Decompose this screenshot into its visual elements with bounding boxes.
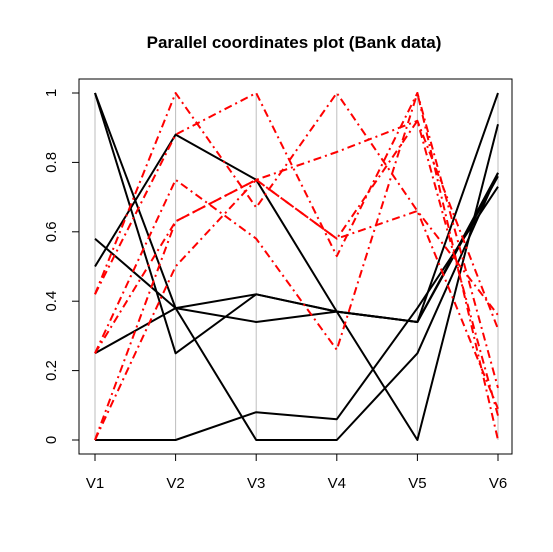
x-tick-label-v6: V6	[489, 475, 507, 492]
series-line-6	[94, 92, 499, 355]
x-axis: V1 V2 V3 V4 V5 V6	[86, 453, 507, 492]
series-line-2	[94, 123, 499, 441]
grid-lines	[94, 93, 499, 440]
y-tick-label: 0.6	[43, 221, 60, 242]
x-tick-label-v4: V4	[328, 475, 346, 492]
series-lines	[94, 92, 499, 441]
x-tick-label-v5: V5	[408, 475, 426, 492]
series-line-5	[95, 186, 499, 441]
series-line-1	[94, 92, 499, 323]
series-line-11	[94, 92, 499, 389]
chart-title: Parallel coordinates plot (Bank data)	[147, 33, 442, 52]
y-tick-label: 0	[43, 436, 60, 444]
x-tick-label-v3: V3	[247, 475, 265, 492]
series-line-7	[94, 92, 499, 410]
series-line-9	[94, 178, 499, 441]
series-line-10	[94, 119, 499, 354]
x-tick-label-v1: V1	[86, 475, 104, 492]
y-tick-label: 0.4	[43, 291, 60, 312]
series-line-12	[94, 119, 499, 441]
y-tick-label: 0.2	[43, 360, 60, 381]
y-axis: 0 0.2 0.4 0.6 0.8 1	[43, 89, 80, 444]
x-tick-label-v2: V2	[166, 475, 184, 492]
series-line-8	[94, 92, 499, 441]
series-line-3	[94, 172, 499, 441]
y-tick-label: 0.8	[43, 152, 60, 173]
y-tick-label: 1	[43, 89, 60, 97]
